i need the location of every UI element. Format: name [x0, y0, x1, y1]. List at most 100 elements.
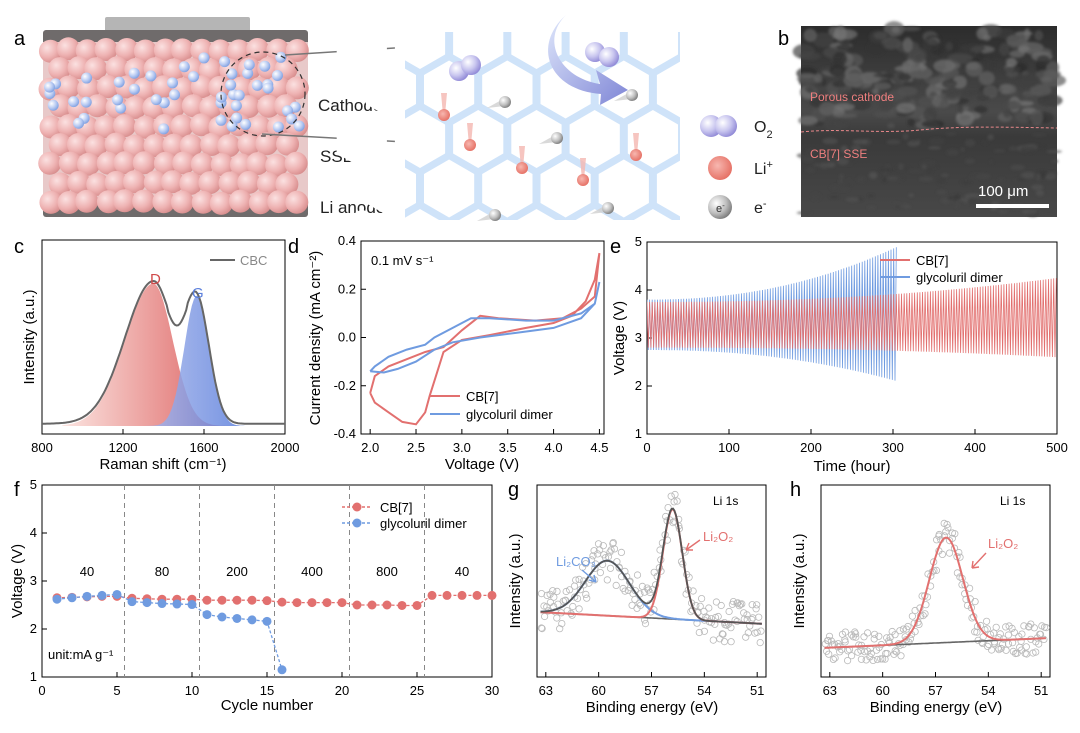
anode-sphere — [48, 172, 72, 196]
data-point — [689, 587, 697, 595]
series-cbc-line — [42, 279, 285, 425]
sem-grain — [928, 146, 941, 150]
sem-grain — [833, 116, 849, 130]
data-point — [543, 591, 551, 600]
sem-grain — [1034, 30, 1044, 41]
anode-sphere — [113, 151, 137, 175]
sem-grain — [989, 189, 995, 195]
data-point — [591, 564, 599, 573]
data-point — [841, 638, 849, 646]
x-tick-label: 3.5 — [499, 440, 517, 455]
x-tick-label: 1200 — [109, 440, 138, 455]
sem-grain — [976, 95, 991, 101]
sem-grain — [1023, 93, 1031, 99]
x-tick-label: 4.5 — [590, 440, 608, 455]
data-point — [885, 639, 894, 647]
data-point — [589, 552, 597, 560]
anode-sphere — [284, 151, 308, 175]
sem-grain — [954, 194, 962, 199]
li-ion — [630, 149, 642, 161]
y-tick-label: 4 — [635, 282, 642, 297]
data-point — [573, 594, 582, 603]
data-point — [337, 598, 347, 608]
anode-sphere — [66, 133, 90, 157]
anode-sphere — [162, 133, 186, 157]
sem-grain — [874, 82, 892, 90]
anode-sphere — [94, 37, 118, 61]
data-point — [897, 652, 905, 660]
anode-sphere — [265, 153, 289, 177]
svg-text:O2: O2 — [754, 119, 773, 141]
sem-grain — [867, 205, 876, 210]
sem-grain — [834, 25, 847, 41]
cathode-particle — [259, 60, 271, 72]
data-point — [1009, 647, 1017, 656]
data-point — [729, 597, 738, 606]
anode-sphere — [209, 191, 233, 215]
data-point — [667, 492, 675, 500]
cathode-particle — [145, 70, 157, 82]
sem-grain — [847, 162, 852, 166]
x-tick-label: 3.0 — [453, 440, 471, 455]
anode-sphere — [77, 77, 101, 101]
sem-grain — [983, 84, 999, 99]
rate-label: 40 — [80, 564, 94, 579]
data-point — [896, 627, 904, 635]
sem-grain — [801, 156, 815, 163]
sem-grain — [886, 139, 901, 145]
panel-a-schematic: a Cathode SSE Li anode O2 — [14, 11, 773, 267]
series-glycoluril-line — [369, 281, 601, 374]
anode-sphere — [191, 190, 215, 214]
y-tick-label: 5 — [30, 477, 37, 492]
sem-grain — [908, 193, 914, 197]
mof-pore — [365, 60, 416, 119]
data-point — [587, 556, 596, 564]
sem-grain — [997, 177, 1005, 182]
data-point — [127, 597, 137, 607]
data-point — [919, 611, 927, 620]
anode-sphere — [256, 172, 280, 196]
data-point — [1017, 637, 1025, 645]
sem-grain — [910, 47, 928, 64]
anode-sphere — [39, 190, 63, 214]
sem-grain — [907, 118, 916, 127]
x-axis-title: Raman shift (cm⁻¹) — [99, 456, 226, 473]
zoom-circle — [220, 51, 306, 137]
cathode-particle — [113, 76, 125, 88]
sem-grain — [936, 190, 947, 195]
anode-sphere — [86, 172, 110, 196]
sem-grain — [990, 195, 999, 198]
legend-cb7-label: CB[7] — [380, 500, 413, 515]
y-axis-title: Current density (mA cm⁻²) — [307, 251, 324, 426]
panel-c-letter: c — [14, 236, 24, 258]
cathode-particle — [188, 71, 200, 83]
anode-sphere — [210, 153, 234, 177]
scalebar-label: 100 μm — [978, 183, 1028, 200]
y-tick-label: 1 — [635, 426, 642, 441]
sem-grain — [843, 73, 867, 88]
mof-pore — [336, 209, 387, 267]
data-point — [697, 594, 706, 603]
anode-sphere — [105, 56, 129, 80]
sem-grain — [899, 204, 912, 209]
data-point — [908, 612, 917, 620]
cathode-particle — [272, 121, 284, 133]
anode-sphere — [228, 189, 252, 213]
sem-grain — [922, 38, 940, 52]
anode-sphere — [227, 39, 251, 63]
anode-sphere — [132, 151, 156, 175]
panel-e-cycling: e 0 100 200 300 400 500 1 2 3 4 5 CB[7] glycoluril… — [610, 234, 1068, 475]
sem-grain — [982, 52, 1002, 59]
data-point — [1035, 640, 1043, 648]
panel-g-letter: g — [508, 479, 519, 501]
data-point — [709, 636, 717, 644]
data-point — [1042, 623, 1050, 632]
data-point — [217, 612, 227, 622]
data-point — [570, 582, 579, 590]
sem-grain — [989, 159, 994, 164]
sem-grain — [928, 92, 935, 101]
interface-line — [800, 126, 1058, 133]
data-point — [606, 564, 615, 572]
sem-grain — [999, 42, 1010, 57]
lithium-ions — [438, 93, 642, 186]
